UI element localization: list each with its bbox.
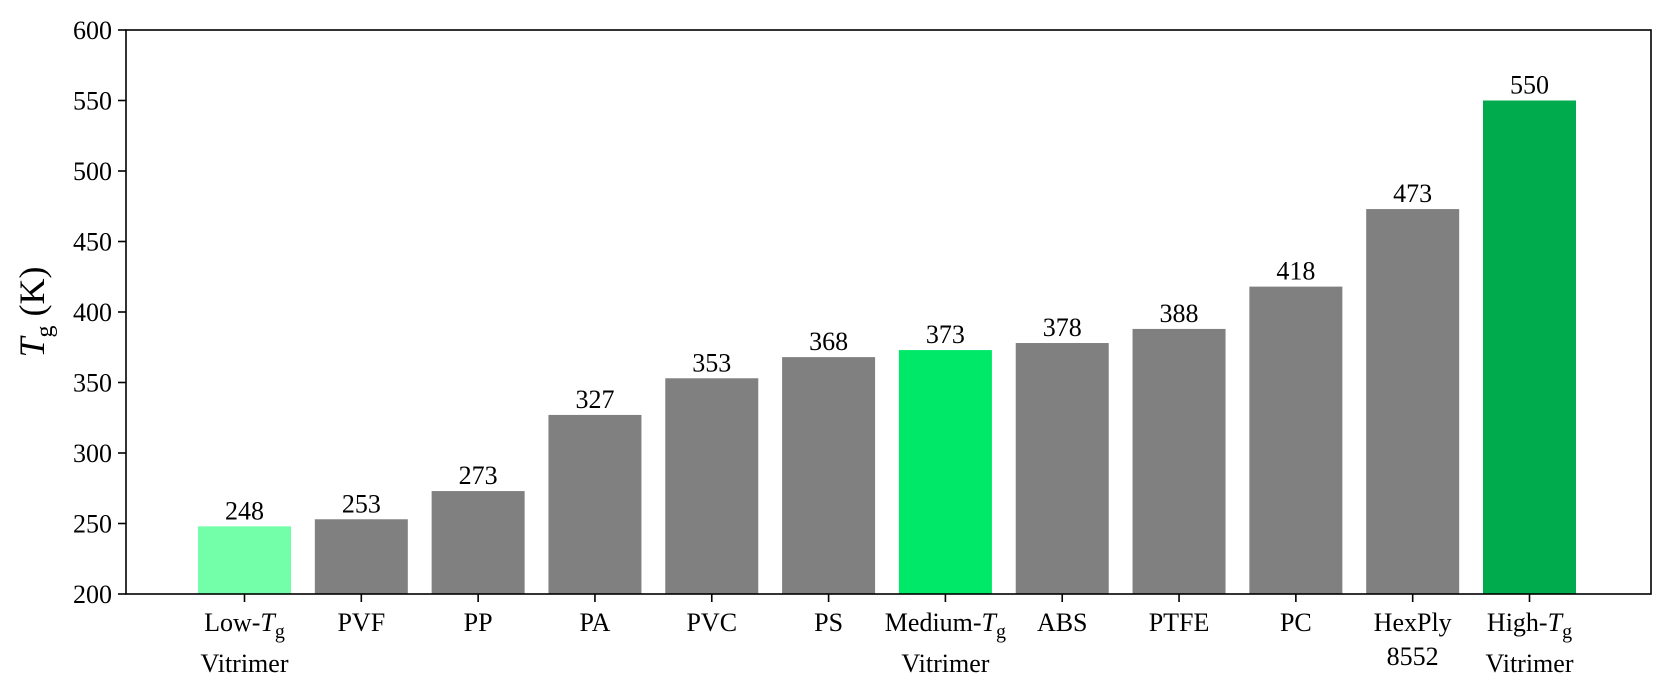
y-axis: 200 250 300 350 400 450 500 550 600 <box>73 16 126 609</box>
y-tick-label: 400 <box>73 298 112 327</box>
y-axis-title-symbol: T <box>12 335 52 358</box>
bar-value-label: 248 <box>225 496 264 525</box>
bar <box>1483 100 1576 594</box>
bar <box>898 350 992 594</box>
y-axis-title: Tg (K) <box>12 266 58 357</box>
bar-value-label: 550 <box>1510 71 1549 100</box>
bar-value-label: 473 <box>1393 179 1432 208</box>
x-tick-label: PVC <box>686 608 737 637</box>
bar <box>665 378 759 594</box>
bar-value-label: 418 <box>1276 257 1315 286</box>
x-tick-label: PP <box>464 608 493 637</box>
x-tick-label: PS <box>814 608 843 637</box>
value-labels: 248 253 273 327 353 368 373 378 388 418 473 550 <box>225 71 1549 526</box>
x-tick-label: PA <box>580 608 611 637</box>
bar-value-label: 353 <box>692 348 731 377</box>
bar <box>1015 343 1109 594</box>
bar-value-label: 368 <box>809 327 848 356</box>
bar <box>314 519 408 594</box>
bar <box>1249 286 1343 594</box>
x-tick-label: Low-Tg Vitrimer <box>201 608 289 678</box>
bar <box>782 357 876 594</box>
x-tick-label: PTFE <box>1149 608 1210 637</box>
bar-value-label: 253 <box>342 489 381 518</box>
bar-value-label: 273 <box>459 461 498 490</box>
x-tick-label: PVF <box>337 608 385 637</box>
bar <box>1366 209 1460 594</box>
bars <box>198 100 1576 594</box>
x-tick-label: ABS <box>1037 608 1088 637</box>
y-tick-label: 500 <box>73 157 112 186</box>
bar-value-label: 378 <box>1043 313 1082 342</box>
x-tick-label: High-Tg Vitrimer <box>1486 608 1574 678</box>
y-tick-label: 250 <box>73 510 112 539</box>
y-tick-label: 600 <box>73 16 112 45</box>
bar <box>431 491 525 594</box>
y-tick-label: 200 <box>73 580 112 609</box>
bar-value-label: 373 <box>926 320 965 349</box>
x-tick-label: HexPly 8552 <box>1374 608 1452 671</box>
y-tick-label: 550 <box>73 87 112 116</box>
bar <box>1132 328 1226 594</box>
bar <box>198 526 291 594</box>
x-axis: Low-Tg Vitrimer PVF PP PA PVC PS Medium-Tg Vitri… <box>201 594 1574 678</box>
x-tick-label: PC <box>1280 608 1312 637</box>
x-tick-label: Medium-Tg Vitrimer <box>885 608 1006 678</box>
y-axis-title-unit: (K) <box>12 266 52 325</box>
y-axis-label: Tg (K) <box>12 266 58 357</box>
y-axis-title-subscript: g <box>32 325 58 337</box>
y-tick-label: 450 <box>73 228 112 257</box>
y-tick-label: 300 <box>73 439 112 468</box>
plot-frame <box>125 29 1652 595</box>
bar-value-label: 388 <box>1160 299 1199 328</box>
bar-value-label: 327 <box>575 385 614 414</box>
y-tick-label: 350 <box>73 369 112 398</box>
bar <box>548 414 642 594</box>
